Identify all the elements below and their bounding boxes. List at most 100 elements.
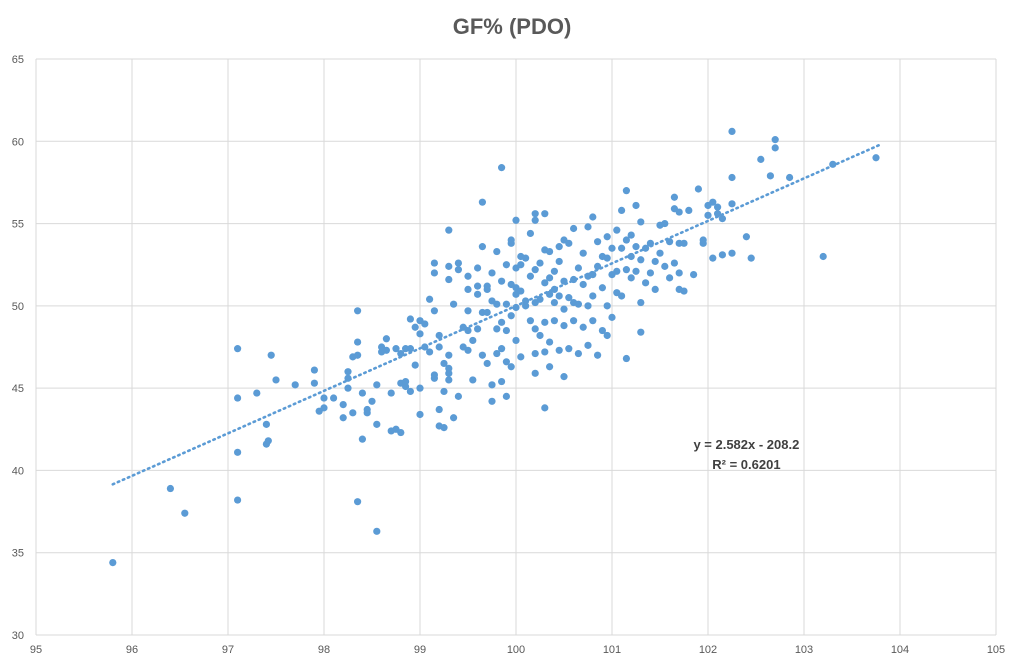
data-point xyxy=(416,330,424,338)
data-point xyxy=(627,231,635,239)
data-point xyxy=(661,219,669,228)
data-point xyxy=(430,259,438,267)
data-point xyxy=(584,341,592,349)
data-point xyxy=(622,266,631,274)
data-point xyxy=(512,336,520,345)
data-point xyxy=(675,269,683,277)
data-point xyxy=(603,302,611,310)
data-point xyxy=(594,351,602,359)
data-point xyxy=(502,326,510,335)
data-point xyxy=(622,236,631,244)
y-tick-label: 40 xyxy=(12,465,24,477)
data-point xyxy=(637,328,645,336)
data-point xyxy=(498,318,506,326)
data-point xyxy=(603,233,611,241)
data-point xyxy=(718,215,727,223)
data-point xyxy=(445,364,453,372)
data-point xyxy=(560,373,568,381)
data-point xyxy=(747,254,755,262)
data-point xyxy=(766,172,775,180)
data-point xyxy=(445,262,453,270)
data-point xyxy=(373,420,381,428)
data-point xyxy=(406,315,414,323)
data-point xyxy=(397,349,405,358)
data-point xyxy=(445,351,453,359)
data-point xyxy=(382,346,390,354)
data-point xyxy=(454,392,462,400)
data-point xyxy=(354,307,362,315)
data-point xyxy=(166,484,174,493)
data-point xyxy=(637,298,645,307)
data-point xyxy=(574,300,583,308)
data-point xyxy=(507,312,515,320)
data-point xyxy=(728,200,736,208)
data-point xyxy=(478,351,486,359)
data-point xyxy=(474,282,482,290)
data-point xyxy=(234,496,242,504)
data-point xyxy=(522,254,530,262)
data-point xyxy=(685,206,693,215)
data-point xyxy=(742,233,751,241)
data-point xyxy=(661,262,669,270)
data-point xyxy=(498,164,506,172)
data-point xyxy=(714,210,722,218)
data-point xyxy=(435,405,443,414)
data-point xyxy=(608,244,616,252)
data-point xyxy=(234,448,242,456)
data-point xyxy=(234,394,242,402)
x-tick-label: 101 xyxy=(603,644,621,656)
data-point xyxy=(618,292,626,300)
data-point xyxy=(493,247,501,256)
data-point xyxy=(560,305,568,313)
data-point xyxy=(584,302,592,310)
data-point xyxy=(574,349,583,358)
data-point xyxy=(618,206,626,215)
data-point xyxy=(819,252,827,261)
data-point xyxy=(570,317,578,325)
data-point xyxy=(565,239,573,247)
data-point xyxy=(757,155,765,163)
data-point xyxy=(502,358,510,366)
data-point xyxy=(613,226,621,234)
data-point xyxy=(440,387,448,396)
y-tick-label: 35 xyxy=(12,548,24,560)
data-point xyxy=(603,331,611,340)
data-point xyxy=(642,279,650,287)
data-point xyxy=(675,208,683,216)
data-point xyxy=(392,345,400,353)
data-point xyxy=(358,435,366,443)
data-point xyxy=(435,331,443,340)
data-point xyxy=(536,259,544,267)
data-point xyxy=(310,366,318,374)
data-point xyxy=(344,368,352,376)
data-point xyxy=(728,249,736,257)
x-axis-ticks: 95 96 97 98 99 100 101 102 103 104 105 xyxy=(30,644,1005,656)
data-point xyxy=(502,300,510,308)
data-point xyxy=(454,259,462,267)
grid-lines xyxy=(35,58,997,636)
data-point xyxy=(771,136,779,144)
data-point xyxy=(565,294,573,302)
chart-title: GF% (PDO) xyxy=(452,14,572,39)
data-point xyxy=(330,394,338,402)
data-point xyxy=(690,270,698,279)
data-point xyxy=(526,229,535,238)
data-point xyxy=(680,239,688,247)
y-tick-label: 55 xyxy=(12,219,24,231)
x-tick-label: 104 xyxy=(891,644,909,656)
data-point xyxy=(550,298,559,307)
data-point xyxy=(493,325,501,333)
data-point xyxy=(373,527,381,535)
data-point xyxy=(555,292,563,300)
data-point xyxy=(469,376,477,384)
y-tick-label: 45 xyxy=(12,383,24,395)
data-point xyxy=(613,267,621,275)
data-point xyxy=(546,338,554,346)
data-point xyxy=(354,351,362,359)
data-point xyxy=(517,287,525,295)
data-point xyxy=(234,345,242,353)
data-point xyxy=(435,343,443,351)
data-point xyxy=(440,359,448,368)
data-point xyxy=(262,420,270,428)
data-point xyxy=(507,363,515,371)
